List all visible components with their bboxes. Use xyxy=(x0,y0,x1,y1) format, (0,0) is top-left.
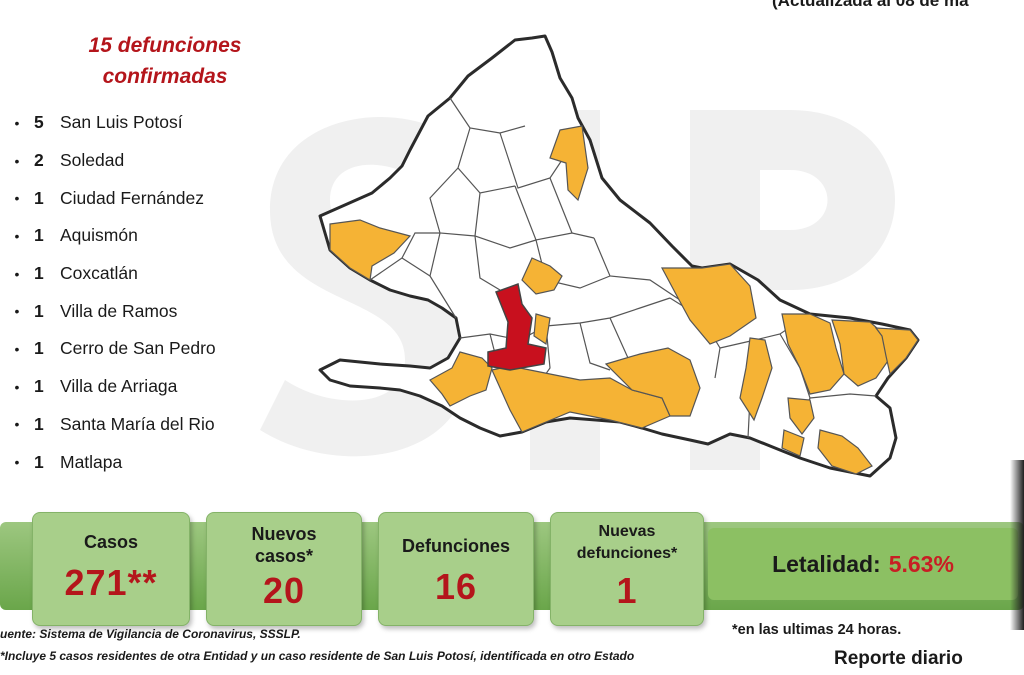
new-cases-label-line1: Nuevos xyxy=(251,524,317,544)
list-item: • 1 Ciudad Fernández xyxy=(0,179,216,217)
deaths-title-line2: confirmadas xyxy=(102,65,228,88)
death-count: 2 xyxy=(34,150,44,171)
death-count: 1 xyxy=(34,225,44,246)
new-cases-value: 20 xyxy=(262,570,306,611)
municipality-name: Villa de Ramos xyxy=(60,300,178,321)
bullet-icon: • xyxy=(14,303,20,320)
list-item: • 1 Aquismón xyxy=(0,217,216,255)
bullet-icon: • xyxy=(14,190,20,207)
new-deaths-label-line2: defunciones* xyxy=(576,545,678,562)
deaths-value: 16 xyxy=(434,566,478,607)
municipality-orange xyxy=(429,351,493,407)
cases-value: 271** xyxy=(64,562,158,603)
municipality-orange xyxy=(781,313,845,395)
municipality-name: Matlapa xyxy=(60,451,123,472)
list-item: • 1 Santa María del Rio xyxy=(0,406,216,444)
list-item: • 1 Matlapa xyxy=(0,443,216,481)
source-note: uente: Sistema de Vigilancia de Coronavi… xyxy=(0,627,301,641)
list-item: • 1 Coxcatlán xyxy=(0,255,216,293)
lethality-label: Letalidad: xyxy=(772,550,881,577)
municipality-name: Soledad xyxy=(60,150,125,171)
municipality-name: Santa María del Rio xyxy=(60,413,215,434)
list-item: • 1 Villa de Ramos xyxy=(0,292,216,330)
cases-label: Casos xyxy=(83,532,139,552)
daily-report-label: Reporte diario xyxy=(834,648,963,669)
list-item: • 5 San Luis Potosí xyxy=(0,104,216,142)
municipality-name: Aquismón xyxy=(60,225,138,246)
death-count: 1 xyxy=(34,187,44,208)
municipality-name: Coxcatlán xyxy=(60,263,138,284)
municipality-name: Villa de Arriaga xyxy=(60,376,178,397)
bullet-icon: • xyxy=(14,416,20,433)
municipality-orange xyxy=(661,263,757,345)
footnote-24h: *en las ultimas 24 horas. xyxy=(732,622,902,638)
update-note: (Actualizada al 08 de ma xyxy=(772,0,969,10)
state-map xyxy=(318,34,920,478)
deaths-title-line1: 15 defunciones xyxy=(88,34,242,57)
cases-card: Casos 271** xyxy=(32,512,190,626)
death-count: 1 xyxy=(34,300,44,321)
deaths-by-municipality-list: • 5 San Luis Potosí • 2 Soledad • 1 Ciudad Fer… xyxy=(0,104,216,481)
municipality-orange xyxy=(817,429,873,475)
lethality-box: Letalidad: 5.63% xyxy=(708,528,1018,600)
new-cases-card: Nuevos casos* 20 xyxy=(206,512,362,626)
deaths-title: 15 defunciones confirmadas xyxy=(40,30,290,92)
municipality-orange xyxy=(781,429,805,457)
municipality-orange xyxy=(787,397,815,435)
death-count: 1 xyxy=(34,451,44,472)
death-count: 5 xyxy=(34,112,44,133)
municipality-orange xyxy=(739,337,773,422)
new-deaths-value: 1 xyxy=(616,570,638,611)
new-cases-label-line2: casos* xyxy=(254,546,314,566)
bullet-icon: • xyxy=(14,227,20,244)
bullet-icon: • xyxy=(14,378,20,395)
municipality-name: Ciudad Fernández xyxy=(60,187,204,208)
municipality-orange xyxy=(549,125,589,202)
deaths-card: Defunciones 16 xyxy=(378,512,534,626)
lethality-value: 5.63% xyxy=(888,550,954,577)
deaths-label: Defunciones xyxy=(401,536,511,556)
presenter-shadow xyxy=(1010,460,1024,630)
list-item: • 2 Soledad xyxy=(0,142,216,180)
municipality-name: San Luis Potosí xyxy=(60,112,183,133)
municipality-orange xyxy=(874,327,919,376)
new-deaths-card: Nuevas defunciones* 1 xyxy=(550,512,704,626)
bullet-icon: • xyxy=(14,454,20,471)
list-item: • 1 Villa de Arriaga xyxy=(0,368,216,406)
list-item: • 1 Cerro de San Pedro xyxy=(0,330,216,368)
new-deaths-label-line1: Nuevas xyxy=(598,523,656,540)
bullet-icon: • xyxy=(14,340,20,357)
death-count: 1 xyxy=(34,413,44,434)
bullet-icon: • xyxy=(14,265,20,282)
municipality-orange xyxy=(831,319,891,387)
municipality-orange xyxy=(533,313,551,346)
municipality-orange xyxy=(521,257,563,295)
bullet-icon: • xyxy=(14,152,20,169)
municipality-orange xyxy=(329,219,412,281)
footnote-cases: *Incluye 5 casos residentes de otra Enti… xyxy=(0,649,635,663)
death-count: 1 xyxy=(34,263,44,284)
death-count: 1 xyxy=(34,376,44,397)
death-count: 1 xyxy=(34,338,44,359)
municipality-red xyxy=(487,282,547,371)
municipality-name: Cerro de San Pedro xyxy=(60,338,216,359)
municipality-orange xyxy=(604,347,701,417)
bullet-icon: • xyxy=(14,114,20,131)
